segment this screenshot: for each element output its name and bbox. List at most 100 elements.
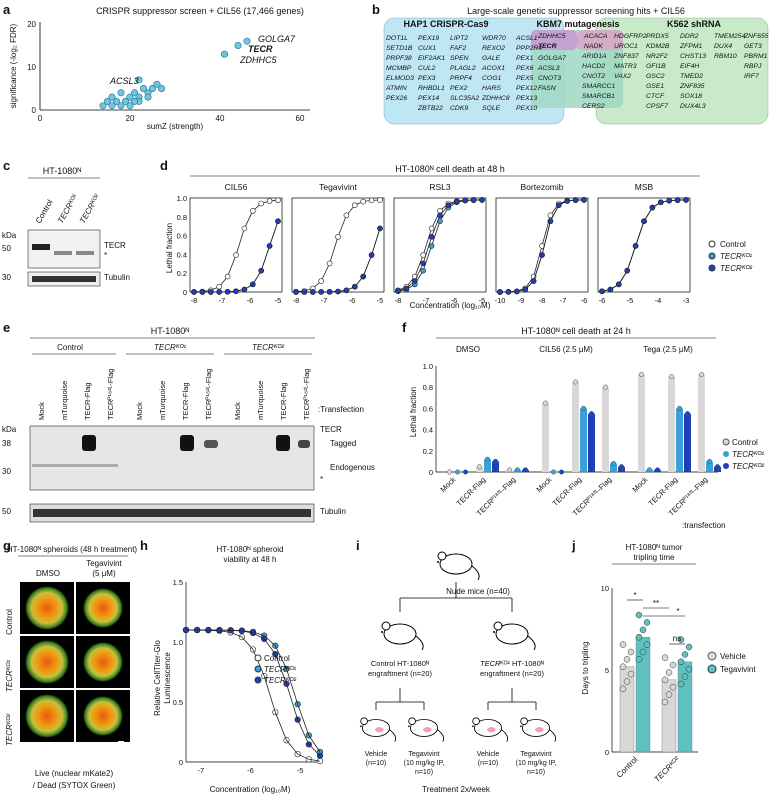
panel-a-xlabel: sumZ (strength) bbox=[147, 122, 204, 131]
svg-text:TECRᴷᴼ²: TECRᴷᴼ² bbox=[252, 343, 284, 352]
data-point bbox=[639, 626, 647, 634]
bar bbox=[698, 374, 705, 472]
svg-text:Days to tripling: Days to tripling bbox=[581, 642, 590, 695]
scatter-point bbox=[153, 80, 161, 88]
gene-label: PBRM1 bbox=[744, 53, 768, 60]
svg-text:Endogenous: Endogenous bbox=[330, 463, 375, 472]
scatter-point bbox=[234, 41, 242, 49]
svg-text:HT-1080ᴺ cell death at 48 h: HT-1080ᴺ cell death at 48 h bbox=[395, 164, 504, 174]
scatter-point bbox=[117, 89, 125, 97]
panel-a-label: a bbox=[3, 2, 11, 17]
data-point bbox=[669, 661, 677, 669]
panel-c-blot: HT-1080ᴺ Control TECRᴷᴼ¹ TECRᴷᴼ² kDa 50 … bbox=[2, 166, 130, 287]
svg-text:Vehicle: Vehicle bbox=[720, 652, 746, 661]
mouse-tail bbox=[415, 635, 424, 651]
subplot-frame bbox=[393, 197, 487, 293]
data-point bbox=[326, 260, 333, 267]
data-point bbox=[539, 252, 545, 258]
data-point bbox=[572, 197, 579, 203]
data-point bbox=[547, 212, 554, 219]
gene-label: DUX4L3 bbox=[680, 103, 706, 110]
data-point bbox=[685, 665, 693, 673]
gene-label: HARS bbox=[482, 85, 501, 92]
subplot-title: CIL56 bbox=[225, 182, 248, 192]
x-tick: -6 bbox=[247, 296, 254, 305]
label-acsl3: ACSL3 bbox=[109, 76, 139, 86]
svg-text:TECRᴷᴼ²: TECRᴷᴼ² bbox=[720, 264, 752, 273]
svg-text:30: 30 bbox=[2, 273, 11, 282]
bar-point bbox=[602, 384, 609, 390]
x-tick: -6 bbox=[349, 296, 356, 305]
bar-point bbox=[506, 467, 513, 473]
data-point bbox=[420, 260, 427, 267]
gene-label: CDK9 bbox=[450, 105, 468, 112]
panel-e-label: e bbox=[3, 320, 11, 335]
data-point bbox=[555, 202, 562, 208]
bar-point bbox=[646, 467, 653, 473]
svg-text:CIL56 (2.5 μM): CIL56 (2.5 μM) bbox=[539, 345, 593, 354]
dose-curve bbox=[601, 199, 687, 292]
svg-text:Concentration (log₁₀M): Concentration (log₁₀M) bbox=[410, 301, 491, 310]
svg-text:*: * bbox=[104, 251, 107, 260]
x-tick: -8 bbox=[191, 296, 198, 305]
bar-point bbox=[580, 405, 587, 411]
data-point bbox=[360, 273, 366, 280]
gene-label: REXO2 bbox=[482, 45, 505, 52]
x-tick: -7 bbox=[219, 296, 226, 305]
lane-label: Mock bbox=[135, 402, 144, 420]
fit-curve bbox=[186, 629, 321, 756]
data-point bbox=[677, 680, 685, 688]
gene-label: TECR bbox=[538, 43, 557, 50]
mouse-ear bbox=[408, 717, 416, 726]
svg-text:Tegavivint: Tegavivint bbox=[86, 559, 122, 568]
svg-text:Lethal fraction: Lethal fraction bbox=[409, 387, 418, 437]
svg-text:Treatment 2x/week: Treatment 2x/week bbox=[422, 785, 491, 794]
data-point bbox=[627, 670, 635, 678]
dose-curve bbox=[601, 199, 687, 292]
mouse-body bbox=[409, 719, 439, 737]
y-tick: 0 bbox=[183, 288, 187, 297]
bar-point bbox=[558, 469, 565, 475]
bar bbox=[476, 466, 483, 472]
bar bbox=[492, 461, 499, 472]
x-category: Mock bbox=[630, 475, 649, 494]
lane-label: mTurquoise bbox=[60, 381, 69, 420]
x-category: TECRᴷᴼ² bbox=[652, 755, 681, 784]
x-tick: -7 bbox=[560, 296, 567, 305]
scatter-point bbox=[135, 76, 143, 84]
gene-label: RBM10 bbox=[714, 53, 737, 60]
svg-text:Lethal fraction: Lethal fraction bbox=[165, 223, 174, 273]
y-tick: 5 bbox=[605, 666, 609, 675]
data-point bbox=[677, 636, 685, 643]
svg-text:30: 30 bbox=[2, 467, 11, 476]
mouse-icon bbox=[471, 717, 509, 742]
gene-label: RHBDL1 bbox=[418, 85, 445, 92]
gene-label: ATMIN bbox=[385, 85, 407, 92]
bar-point bbox=[484, 456, 491, 462]
mouse-tail bbox=[549, 729, 557, 742]
lane-label: TECR-Flag bbox=[83, 382, 92, 420]
panel-h-label: h bbox=[140, 538, 148, 553]
panel-e-blot: HT-1080ᴺ Control TECRᴷᴼ¹ TECRᴷᴼ² Mock mTu… bbox=[2, 326, 375, 523]
svg-text:n=10): n=10) bbox=[527, 769, 545, 776]
mouse-body bbox=[521, 719, 551, 737]
gene-label: CHST13 bbox=[680, 53, 706, 60]
subplot-title: MSB bbox=[635, 182, 654, 192]
y-tick: 10 bbox=[601, 584, 609, 593]
mouse-ear bbox=[437, 551, 447, 561]
bar-point bbox=[492, 458, 499, 464]
gene-label: ZNF655 bbox=[743, 33, 769, 40]
data-point bbox=[627, 648, 635, 656]
svg-text:HT-1080ᴺ tumor: HT-1080ᴺ tumor bbox=[626, 543, 683, 552]
x-tick: -4 bbox=[655, 296, 662, 305]
data-point bbox=[216, 283, 223, 290]
gene-label: PEX10 bbox=[516, 105, 537, 112]
gene-label: ZNF837 bbox=[613, 53, 639, 60]
data-point bbox=[250, 281, 256, 288]
panel-b-label: b bbox=[372, 2, 380, 17]
bar-point bbox=[610, 460, 617, 467]
bar-point bbox=[462, 469, 469, 475]
gene-label: SQLE bbox=[482, 105, 501, 112]
data-point bbox=[681, 651, 689, 658]
svg-text:Relative CellTiter-Glo: Relative CellTiter-Glo bbox=[153, 640, 162, 716]
